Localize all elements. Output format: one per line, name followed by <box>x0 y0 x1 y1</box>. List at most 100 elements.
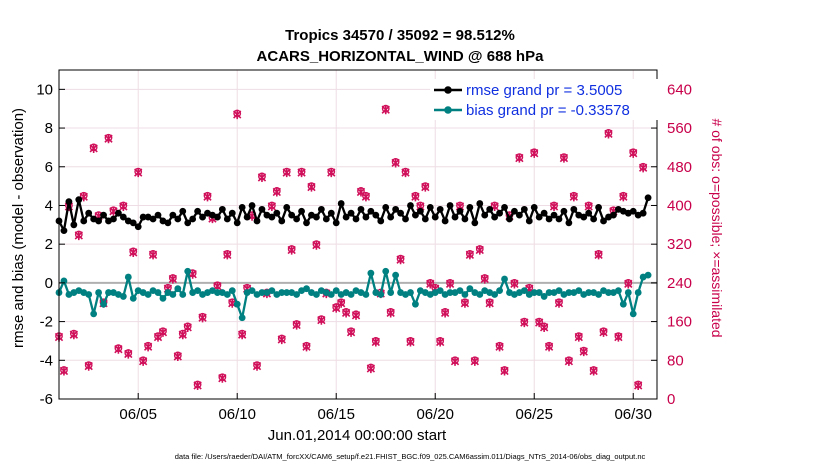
rmse-point <box>199 213 206 221</box>
rmse-point <box>278 217 286 225</box>
rmse-point <box>416 207 424 215</box>
legend-box <box>430 79 658 120</box>
bias-point <box>436 287 444 295</box>
rmse-point <box>317 205 325 213</box>
rmse-point <box>530 204 538 211</box>
obs-assimilated-point <box>396 255 405 265</box>
bias-point <box>347 291 355 298</box>
obs-assimilated-point <box>391 158 400 168</box>
rmse-point <box>337 200 345 207</box>
obs-assimilated-point <box>277 334 286 345</box>
rmse-point <box>421 215 429 223</box>
obs-assimilated-point <box>366 363 376 374</box>
rmse-point <box>436 205 444 213</box>
rmse-point <box>501 204 508 211</box>
rmse-point <box>357 205 365 213</box>
bias-point <box>100 300 107 308</box>
rmse-point <box>570 205 578 213</box>
y-left-tick-label: -2 <box>40 314 53 331</box>
rmse-point <box>223 215 231 223</box>
obs-assimilated-point <box>327 167 336 178</box>
axis-ticks: -6 -4 -2 0 2 4 6 8 10 0 80 160 240 320 400 480 560 640 06/… <box>36 81 692 423</box>
obs-assimilated-point <box>84 361 93 371</box>
rmse-point <box>228 209 236 217</box>
bias-point <box>466 285 474 293</box>
bias-point <box>283 289 291 296</box>
rmse-point <box>283 204 291 211</box>
obs-assimilated-point <box>440 308 450 318</box>
obs-assimilated-point <box>629 148 638 158</box>
obs-assimilated-point <box>193 380 202 391</box>
rmse-point <box>352 215 360 223</box>
plot-area-frame <box>58 69 658 400</box>
bias-point <box>644 271 652 279</box>
rmse-point <box>639 209 647 217</box>
legend: rmse grand pr = 3.5005 bias grand pr = -… <box>430 79 658 120</box>
bias-point <box>258 289 266 296</box>
obs-assimilated-point <box>450 356 460 366</box>
obs-assimilated-point <box>168 274 178 284</box>
obs-assimilated-point <box>371 337 380 347</box>
obs-assimilated-point <box>554 298 564 308</box>
obs-assimilated-point <box>257 172 267 183</box>
bias-point <box>129 294 137 302</box>
rmse-point <box>139 213 147 221</box>
rmse-point <box>491 213 499 221</box>
obs-assimilated-point <box>530 148 539 158</box>
obs-assimilated-point <box>317 315 326 325</box>
obs-assimilated-point <box>287 245 296 255</box>
rmse-point <box>80 217 88 225</box>
obs-assimilated-point <box>297 167 306 178</box>
rmse-point <box>184 219 192 227</box>
obs-assimilated-point <box>173 351 182 362</box>
bias-point <box>392 271 400 279</box>
obs-assimilated-point <box>569 192 578 202</box>
y-left-tick-label: 2 <box>45 236 53 253</box>
obs-assimilated-point <box>470 356 479 366</box>
bias-point <box>575 287 583 295</box>
obs-assimilated-point <box>634 380 643 391</box>
obs-assimilated-point <box>510 279 519 289</box>
rmse-point <box>119 213 127 221</box>
data-file-footnote: data file: /Users/raeder/DAI/ATM_forcXX/… <box>175 452 646 461</box>
obs-assimilated-point <box>574 332 583 342</box>
obs-assimilated-point <box>520 317 529 328</box>
grid-lines <box>59 70 657 400</box>
rmse-point <box>451 213 459 221</box>
bias-point <box>624 289 632 296</box>
y-axis-label-left: rmse and bias (model - observation) <box>10 108 27 348</box>
obs-assimilated-point <box>74 230 83 241</box>
rmse-point <box>342 213 350 221</box>
y-left-tick-label: 6 <box>45 159 53 176</box>
bias-point <box>124 273 132 281</box>
rmse-point <box>129 219 137 227</box>
rmse-point <box>441 217 449 225</box>
bias-point <box>293 291 301 298</box>
rmse-point <box>595 204 602 211</box>
rmse-point <box>466 204 474 211</box>
obs-assimilated-point <box>198 313 207 323</box>
bias-point <box>214 289 221 296</box>
obs-assimilated-point <box>129 247 138 258</box>
rmse-point <box>446 202 454 209</box>
bias-point <box>530 289 538 296</box>
bias-point <box>278 289 286 296</box>
y-left-tick-label: 4 <box>45 197 53 214</box>
bias-point <box>540 293 548 300</box>
rmse-point <box>481 211 489 219</box>
rmse-point <box>585 209 593 217</box>
rmse-point <box>550 211 558 219</box>
bias-point <box>565 289 573 296</box>
rmse-point <box>115 209 122 217</box>
rmse-point <box>629 207 637 215</box>
rmse-point <box>110 215 117 223</box>
obs-assimilated-point <box>292 320 301 330</box>
rmse-point <box>194 207 202 215</box>
x-tick-label: 06/15 <box>317 406 355 423</box>
obs-assimilated-point <box>589 366 598 376</box>
x-tick-label: 06/05 <box>119 406 157 423</box>
bias-point <box>377 291 385 298</box>
obs-assimilated-point <box>158 327 168 337</box>
rmse-point <box>377 217 385 225</box>
rmse-point <box>412 211 419 219</box>
